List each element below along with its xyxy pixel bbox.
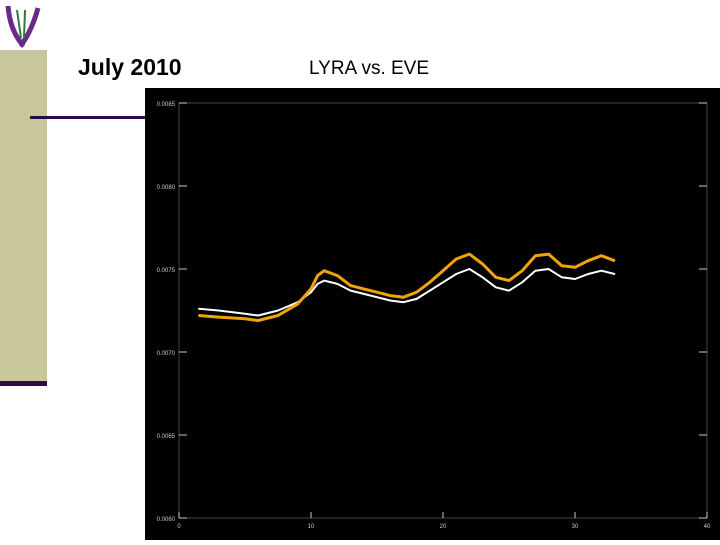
x-tick-label: 10 [308,524,315,530]
sidebar-accent-bar [0,381,47,386]
series-point-1 [481,276,484,279]
series-point-0 [468,253,471,255]
series-point-0 [534,254,537,257]
series-point-0 [277,314,279,317]
series-point-1 [415,298,418,300]
series-point-1 [363,293,365,295]
series-point-0 [244,318,246,320]
lyre-icon [5,5,41,49]
series-point-1 [217,309,220,312]
page-title: July 2010 [78,54,182,80]
sidebar [0,0,47,384]
x-tick-label: 0 [177,524,181,530]
series-point-1 [508,289,510,292]
series-point-0 [415,291,418,294]
chart-axes: 0.0060 0.0065 0.0070 0.0075 0.0080 0.0085 0 10 2… [157,102,711,530]
y-tick-label: 0.0080 [157,185,176,191]
series-point-1 [429,289,431,292]
series-point-0 [547,253,550,255]
series-point-0 [402,296,405,299]
series-point-0 [574,266,576,269]
series-point-0 [521,269,523,272]
series-point-0 [376,291,378,294]
series-point-1 [310,291,312,294]
series-point-1 [336,283,339,285]
x-tick-label: 20 [440,524,447,530]
series-point-0 [217,316,220,318]
series-point-0 [323,269,325,272]
series-point-1 [495,286,497,289]
series-point-1 [455,273,458,275]
series-point-1 [442,281,444,284]
logo-panel [0,0,47,50]
series-point-1 [244,313,246,315]
series-point-0 [455,258,458,260]
chart-series-layer [198,252,616,322]
series-point-0 [198,314,200,317]
series-point-0 [316,274,319,277]
page-subtitle: LYRA vs. EVE [309,58,430,79]
y-tick-label: 0.0085 [157,102,176,108]
series-point-0 [349,284,352,287]
series-point-0 [336,274,339,277]
series-point-0 [587,259,589,262]
chart: 0.0060 0.0065 0.0070 0.0075 0.0080 0.0085 0 10 2… [145,88,720,540]
series-point-0 [613,259,616,262]
series-point-1 [277,309,279,312]
series-point-1 [574,278,576,280]
series-point-1 [198,308,200,310]
series-point-0 [481,263,484,265]
series-point-1 [547,268,550,270]
series-point-1 [587,273,589,275]
title-rule [30,116,146,119]
x-tick-label: 30 [572,524,579,530]
y-tick-label: 0.0065 [157,434,176,440]
series-point-0 [310,288,312,290]
series-point-1 [402,301,405,303]
series-point-0 [508,279,510,282]
series-point-0 [442,269,444,272]
y-tick-label: 0.0075 [157,268,176,274]
series-point-1 [376,296,378,299]
series-point-1 [389,299,391,302]
series-point-1 [323,279,325,282]
x-tick-label: 40 [704,524,711,530]
series-point-0 [257,319,259,322]
series-point-0 [363,288,365,290]
series-point-1 [468,268,471,270]
series-point-1 [613,273,616,275]
y-tick-label: 0.0070 [157,351,176,357]
series-point-1 [534,269,537,272]
y-tick-label: 0.0060 [157,517,176,523]
series-point-0 [429,281,431,284]
series-point-1 [257,314,259,317]
series-point-1 [349,289,352,292]
series-point-0 [297,303,299,305]
series-point-0 [389,294,391,297]
series-point-1 [316,283,319,285]
chart-background [145,88,720,540]
series-point-1 [561,276,563,279]
series-point-1 [521,281,523,284]
series-point-0 [561,264,563,267]
chart-panel: 0.0060 0.0065 0.0070 0.0075 0.0080 0.0085 0 10 2… [145,88,720,540]
series-point-0 [495,276,497,279]
series-point-1 [600,269,603,272]
series-point-0 [600,254,603,257]
